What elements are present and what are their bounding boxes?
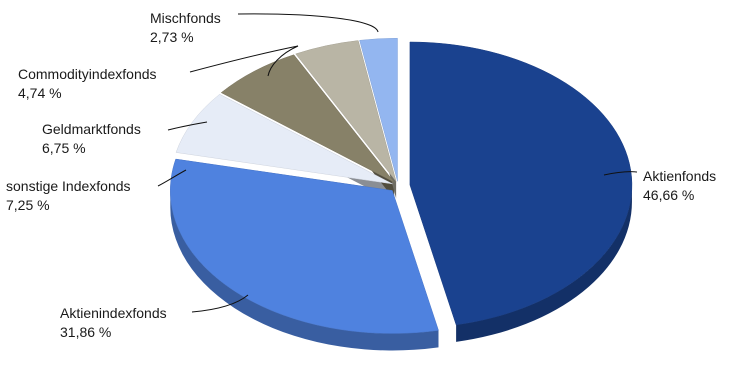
slice-value-aktienfonds: 46,66 % xyxy=(643,187,694,203)
leader-line-mischfonds xyxy=(237,13,379,33)
pie-top-layer xyxy=(170,37,633,334)
slice-label-geldmarktfonds: Geldmarktfonds xyxy=(42,121,141,137)
pie-slice-aktienfonds xyxy=(409,41,633,326)
slice-value-sonstige-indexfonds: 7,25 % xyxy=(6,197,50,213)
slice-label-sonstige-indexfonds: sonstige Indexfonds xyxy=(6,178,131,194)
leader-line-geldmarktfonds xyxy=(167,121,208,131)
pie-slice-sonstige-indexfonds xyxy=(175,94,393,185)
pie-slice-mischfonds xyxy=(359,37,398,182)
slice-value-aktienindexfonds: 31,86 % xyxy=(60,324,111,340)
leader-line-commodityindexfonds xyxy=(189,45,299,77)
pie-slice-geldmarktfonds xyxy=(220,54,395,183)
slice-value-geldmarktfonds: 6,75 % xyxy=(42,140,86,156)
pie-slice-side-aktienfonds xyxy=(456,184,632,342)
leader-line-aktienindexfonds xyxy=(191,294,249,313)
pie-label-layer: Aktienfonds 46,66 % Aktienindexfonds 31,… xyxy=(6,10,716,340)
slice-label-aktienfonds: Aktienfonds xyxy=(643,168,716,184)
slice-label-commodityindexfonds: Commodityindexfonds xyxy=(18,66,157,82)
slice-label-mischfonds: Mischfonds xyxy=(150,10,221,26)
slice-value-commodityindexfonds: 4,74 % xyxy=(18,85,62,101)
pie-slice-side-aktienindexfonds xyxy=(170,190,439,351)
leader-line-aktienfonds xyxy=(603,171,638,176)
pie-slice-aktienindexfonds xyxy=(170,158,439,334)
pie-slice-commodityindexfonds xyxy=(295,40,397,182)
leader-line-sonstige-indexfonds xyxy=(157,169,187,187)
slice-value-mischfonds: 2,73 % xyxy=(150,29,194,45)
slice-label-aktienindexfonds: Aktienindexfonds xyxy=(60,305,167,321)
